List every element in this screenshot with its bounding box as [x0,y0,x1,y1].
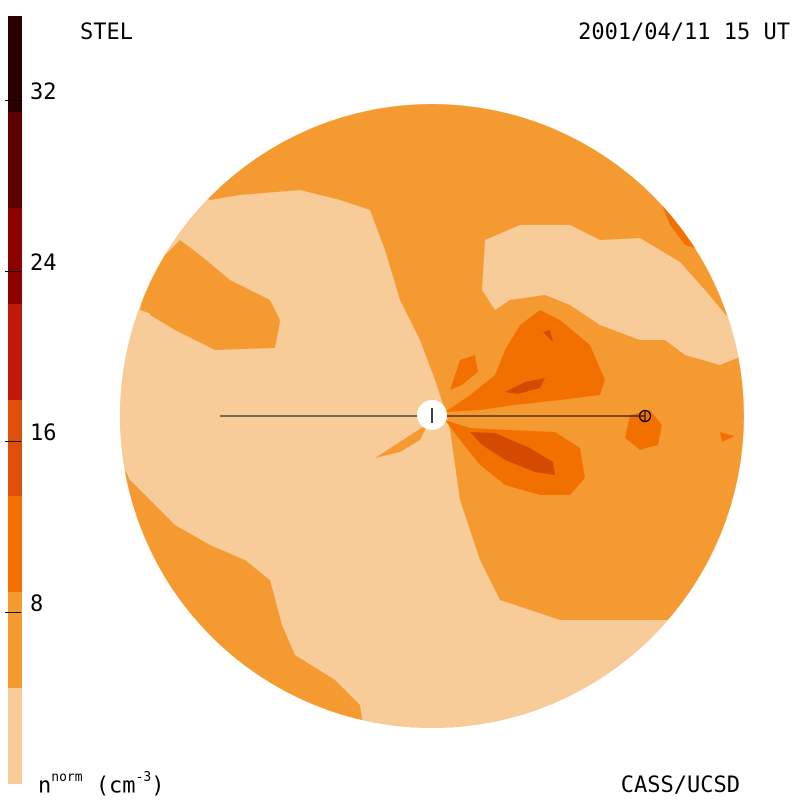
peak-density-core-north [505,378,545,394]
peak-density-core-south [470,432,555,475]
units-base: n [38,773,52,798]
high-density-spot-far-east [720,432,735,442]
low-density-region-ne [482,225,744,365]
colorbar-segment [8,303,22,400]
colorbar-tick-8 [5,612,21,613]
colorbar-segment [8,687,22,784]
instrument-label: STEL [80,20,133,45]
high-density-streak-west [375,424,428,458]
peak-density-spot-north [543,330,553,342]
high-density-spot-east [625,410,662,450]
colorbar-segment [8,399,22,496]
units-rest: (cm [95,773,136,798]
units-close: ) [151,773,165,798]
colorbar-tick-label-32: 32 [30,80,57,105]
colorbar-tick-32 [5,100,21,101]
datetime-label: 2001/04/11 15 UT [578,20,790,45]
colorbar-segment [8,591,22,688]
credit-label: CASS/UCSD [620,773,740,798]
colorbar-segment [8,207,22,305]
colorbar-segment [8,111,22,209]
colorbar-segment [8,16,22,113]
units-label: nnorm (cm-3) [38,769,165,798]
units-exponent: -3 [135,769,152,785]
colorbar-tick-label-16: 16 [30,421,57,446]
units-superscript: norm [51,769,83,785]
high-density-sliver-nw [450,355,478,390]
colorbar-tick-24 [5,271,21,272]
colorbar-tick-label-8: 8 [30,592,44,617]
colorbar-tick-16 [5,441,21,442]
colorbar-segment [8,495,22,592]
high-density-lobe-north [445,310,605,412]
colorbar-tick-label-24: 24 [30,251,57,276]
mid-density-blob-nw [150,250,280,350]
